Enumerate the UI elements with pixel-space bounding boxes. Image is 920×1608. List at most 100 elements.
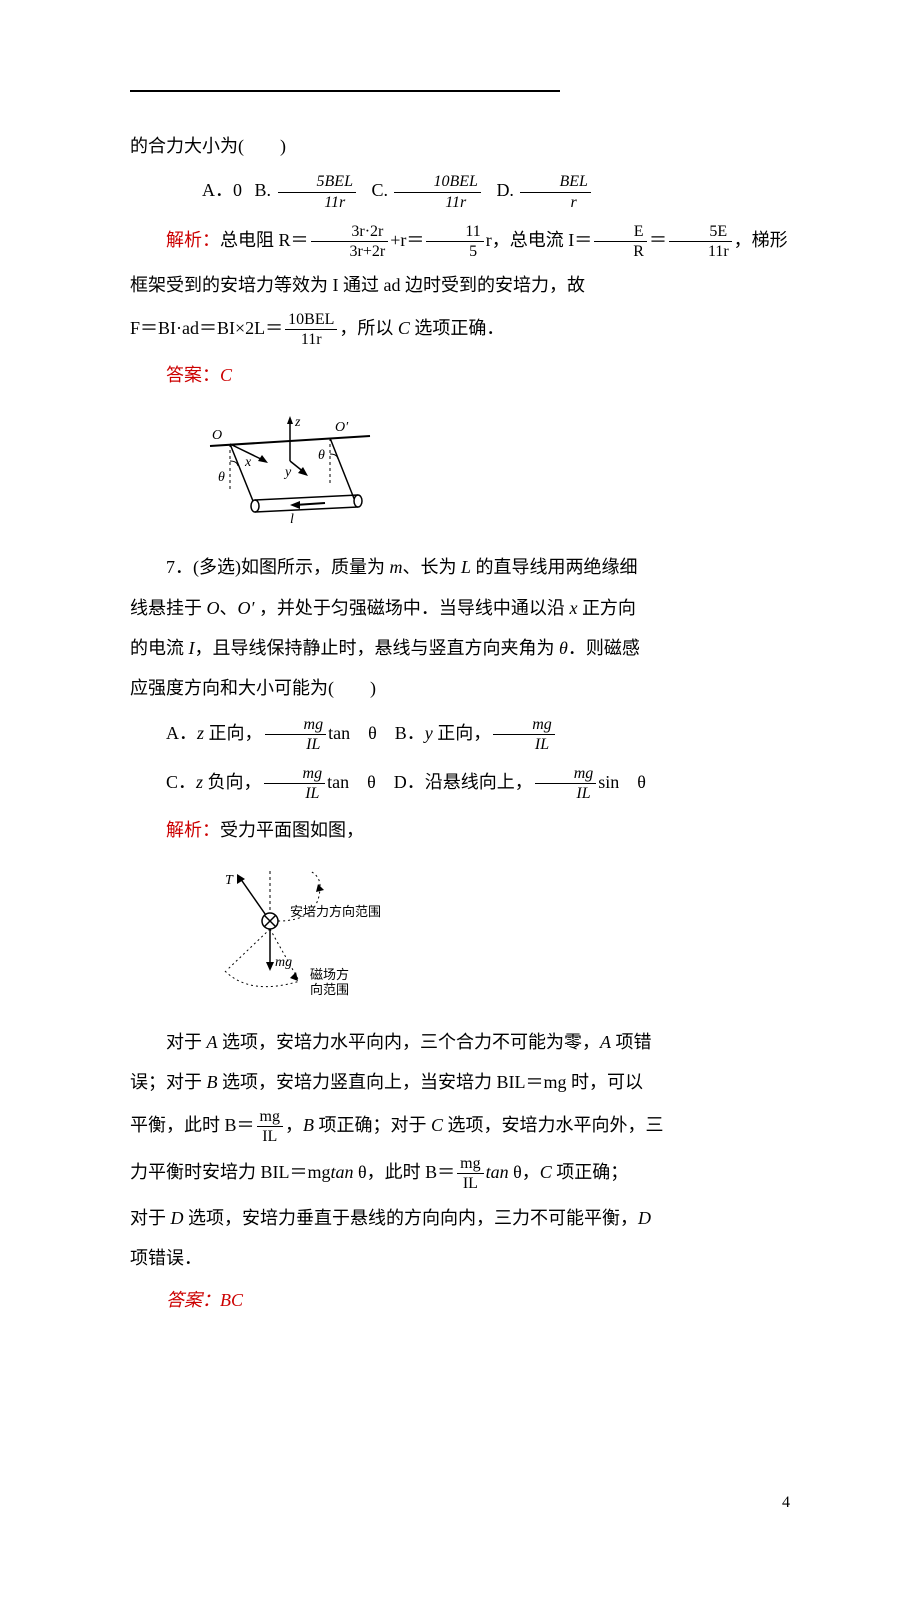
text: C [398, 317, 410, 337]
text: tan θ [328, 723, 377, 743]
frac: 10BEL11r [285, 310, 337, 349]
text: 7．(多选)如图所示，质量为 [166, 557, 390, 577]
text: A． [166, 723, 197, 743]
text: B． [395, 723, 425, 743]
text: F＝BI·ad＝BI×2L＝ [130, 317, 283, 337]
text: 对于 [166, 1032, 207, 1052]
frac-num: 10BEL [285, 310, 337, 330]
text: D [171, 1208, 184, 1228]
frac-den: 3r+2r [311, 242, 389, 261]
text: 项正确；对于 [314, 1115, 431, 1135]
frac-num: mg [257, 1107, 283, 1127]
frac-num: 5E [669, 222, 732, 242]
text: 选项，安培力垂直于悬线的方向向内，三力不可能平衡， [184, 1208, 639, 1228]
q7-line3: 的电流 I，且导线保持静止时，悬线与竖直方向夹角为 θ．则磁感 [130, 632, 790, 664]
text: m [390, 557, 403, 577]
q7-sol-line1: 对于 A 选项，安培力水平向内，三个合力不可能为零，A 项错 [130, 1026, 790, 1058]
q7-sol-line4: 力平衡时安培力 BIL＝mgtan θ，此时 B＝mgILtan θ，C 项正确… [130, 1154, 790, 1193]
text: O′ [238, 598, 255, 618]
text: A [207, 1032, 218, 1052]
text: 的直导线用两绝缘细 [471, 557, 638, 577]
text: θ，此时 B＝ [354, 1162, 456, 1182]
text: 项错 [611, 1032, 652, 1052]
text: A [600, 1032, 611, 1052]
q7-sol-line3: 平衡，此时 B＝mgIL，B 项正确；对于 C 选项，安培力水平向外，三 [130, 1107, 790, 1146]
text: B [303, 1115, 314, 1135]
text: 、 [220, 598, 238, 618]
frac-num: 5BEL [278, 172, 356, 192]
frac-num: 11 [426, 222, 483, 242]
frac-den: IL [535, 784, 597, 803]
frac-den: 11r [285, 330, 337, 349]
frac-num: E [594, 222, 647, 242]
q7-sol-line6: 项错误． [130, 1242, 790, 1274]
text: 正方向 [577, 598, 636, 618]
answer-label: 答案： [166, 365, 220, 385]
text: ，梯形 [734, 230, 788, 250]
solution-label: 解析： [166, 230, 220, 250]
page-number: 4 [782, 1489, 790, 1518]
q7-sol-line5: 对于 D 选项，安培力垂直于悬线的方向向内，三力不可能平衡，D [130, 1202, 790, 1234]
text: C [431, 1115, 443, 1135]
text: y [425, 723, 433, 743]
frac-num: 10BEL [394, 172, 480, 192]
frac: ER [594, 222, 647, 261]
range2a-label: 磁场方 [310, 967, 349, 982]
frac-num: mg [265, 715, 327, 735]
q7-line1: 7．(多选)如图所示，质量为 m、长为 L 的直导线用两绝缘细 [130, 551, 790, 583]
text: 的电流 [130, 638, 189, 658]
frac-den: IL [257, 1127, 283, 1146]
text: L [461, 557, 471, 577]
frac: mgIL [457, 1154, 483, 1193]
text: θ [559, 638, 568, 658]
z-label: z [294, 415, 301, 430]
q6-solution-line1: 解析：总电阻 R＝3r·2r3r+2r+r＝115r，总电流 I＝ER＝5E11… [130, 222, 790, 261]
mg-label: mg [275, 955, 292, 970]
frac: mgIL [493, 715, 555, 754]
text: θ， [509, 1162, 540, 1182]
frac-num: mg [493, 715, 555, 735]
text: ， [285, 1115, 303, 1135]
q6-intro: 的合力大小为( ) [130, 130, 790, 162]
q7-options-cd: C．z 负向，mgILtan θ D．沿悬线向上，mgILsin θ [130, 764, 790, 803]
text: +r＝ [390, 230, 424, 250]
text: 平衡，此时 B＝ [130, 1115, 255, 1135]
frac-num: mg [457, 1154, 483, 1174]
range1-label: 安培力方向范围 [290, 904, 381, 919]
text: D [638, 1208, 651, 1228]
frac: 115 [426, 222, 483, 261]
text: 项正确； [552, 1162, 629, 1182]
frac-den: IL [493, 735, 555, 754]
frac-num: mg [264, 764, 326, 784]
frac: mgIL [257, 1107, 283, 1146]
text: 对于 [130, 1208, 171, 1228]
q6-options: A．0 B. 5BEL 11r C. 10BEL 11r D. BEL r [130, 172, 790, 211]
text: 正向， [204, 723, 263, 743]
frac-den: 11r [278, 193, 356, 212]
solution-label: 解析： [166, 820, 220, 840]
q6-option-c-frac: 10BEL 11r [394, 172, 480, 211]
frac-den: IL [264, 784, 326, 803]
q7-answer: 答案：BC [130, 1284, 790, 1316]
q7-line4: 应强度方向和大小可能为( ) [130, 672, 790, 704]
theta-label: θ [318, 448, 325, 463]
frac-den: R [594, 242, 647, 261]
q6-answer: 答案：C [130, 359, 790, 391]
frac-den: IL [457, 1174, 483, 1193]
text: 受力平面图如图， [220, 820, 364, 840]
text: 选项正确． [410, 317, 505, 337]
q7-diagram-2: T mg 安培力方向范围 磁场方 向范围 [190, 866, 790, 1006]
text: 、长为 [403, 557, 462, 577]
page-content: 的合力大小为( ) A．0 B. 5BEL 11r C. 10BEL 11r D… [130, 130, 790, 1317]
text: ，且导线保持静止时，悬线与竖直方向夹角为 [195, 638, 560, 658]
text: z [196, 772, 203, 792]
text: ，并处于匀强磁场中．当导线中通以沿 [254, 598, 569, 618]
q7-options-ab: A．z 正向，mgILtan θ B．y 正向，mgIL [130, 715, 790, 754]
frac-den: 5 [426, 242, 483, 261]
text: C [540, 1162, 552, 1182]
top-divider [130, 90, 560, 92]
text: tan θ [327, 772, 376, 792]
frac-num: 3r·2r [311, 222, 389, 242]
q7-line2: 线悬挂于 O、O′ ，并处于匀强磁场中．当导线中通以沿 x 正方向 [130, 592, 790, 624]
theta-label: θ [218, 470, 225, 485]
